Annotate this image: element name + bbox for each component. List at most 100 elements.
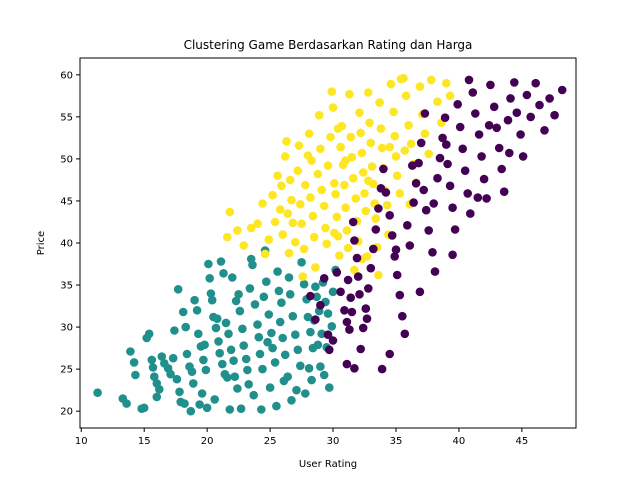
data-point xyxy=(328,287,338,297)
data-point xyxy=(450,225,460,234)
data-point xyxy=(489,102,499,112)
data-point xyxy=(433,173,442,183)
data-point xyxy=(236,404,246,414)
data-point xyxy=(249,390,258,400)
data-point xyxy=(264,310,274,319)
data-point xyxy=(404,121,413,130)
data-point xyxy=(204,259,213,269)
data-point xyxy=(304,129,314,138)
data-point xyxy=(294,141,304,150)
data-point xyxy=(147,355,157,365)
data-point xyxy=(424,226,434,235)
data-point xyxy=(205,274,214,283)
data-point xyxy=(342,317,352,327)
data-point xyxy=(328,103,338,112)
data-point xyxy=(201,365,211,375)
data-point xyxy=(464,75,474,85)
data-point xyxy=(126,347,135,356)
data-point xyxy=(200,340,209,350)
data-point xyxy=(356,344,366,354)
data-point xyxy=(358,168,368,177)
x-axis-label: User Rating xyxy=(299,459,357,470)
data-point xyxy=(341,203,350,212)
data-point xyxy=(275,205,285,214)
data-point xyxy=(267,328,276,338)
data-point xyxy=(307,156,316,165)
data-point xyxy=(186,406,196,416)
data-point xyxy=(280,350,290,360)
data-point xyxy=(371,214,381,223)
y-tick-label: 40 xyxy=(60,239,73,250)
data-point xyxy=(510,78,519,87)
data-point xyxy=(241,354,251,364)
y-tick-label: 55 xyxy=(60,112,73,123)
data-point xyxy=(157,352,167,361)
data-point xyxy=(253,219,262,228)
data-point xyxy=(280,152,290,161)
y-axis: 20 25 30 35 40 45 50 55 60 xyxy=(60,70,80,418)
data-point xyxy=(129,358,139,367)
data-point xyxy=(284,273,294,282)
data-point xyxy=(245,284,255,293)
data-point xyxy=(307,375,316,385)
data-point xyxy=(168,353,178,363)
data-point xyxy=(391,152,401,161)
data-point xyxy=(347,152,357,162)
data-point xyxy=(93,388,102,398)
data-point xyxy=(206,289,216,298)
data-point xyxy=(342,359,352,369)
data-point xyxy=(345,325,354,334)
data-point xyxy=(216,257,226,266)
data-point xyxy=(298,272,308,281)
data-point xyxy=(306,291,315,301)
data-point xyxy=(326,132,335,142)
data-point xyxy=(473,193,483,202)
data-point xyxy=(317,185,327,195)
data-point xyxy=(180,399,189,408)
data-point xyxy=(350,265,359,275)
data-point xyxy=(225,207,235,217)
data-point xyxy=(398,311,407,321)
data-point xyxy=(411,179,421,188)
y-tick-label: 50 xyxy=(60,154,73,165)
data-point xyxy=(512,108,522,117)
data-point xyxy=(259,292,269,302)
y-tick-label: 25 xyxy=(60,365,73,376)
data-point xyxy=(421,205,431,215)
data-point xyxy=(401,91,411,101)
data-point xyxy=(228,273,237,282)
data-point xyxy=(223,373,232,382)
data-point xyxy=(221,318,231,328)
data-point xyxy=(377,364,387,374)
y-tick-label: 45 xyxy=(60,196,73,207)
data-point xyxy=(273,267,282,276)
data-point xyxy=(262,277,271,287)
data-point xyxy=(497,164,507,174)
data-point xyxy=(385,142,395,152)
data-point xyxy=(341,156,350,165)
data-point xyxy=(273,171,282,180)
data-point xyxy=(335,251,344,260)
y-axis-label: Price xyxy=(36,231,47,255)
data-point xyxy=(285,290,295,299)
data-point xyxy=(312,292,322,302)
data-point xyxy=(150,372,159,382)
data-point xyxy=(443,159,452,169)
data-point xyxy=(277,181,286,191)
x-axis: 10 15 20 25 30 35 40 45 xyxy=(75,428,528,447)
data-point xyxy=(214,337,223,346)
data-point xyxy=(231,296,241,306)
data-point xyxy=(460,166,470,175)
data-point xyxy=(243,365,252,375)
data-point xyxy=(438,133,447,143)
data-point xyxy=(144,329,154,339)
data-point xyxy=(330,228,339,238)
data-point xyxy=(265,383,275,392)
data-point xyxy=(199,355,208,365)
data-point xyxy=(458,144,468,154)
data-point xyxy=(435,153,445,163)
x-tick-label: 25 xyxy=(264,436,277,447)
data-point xyxy=(445,91,455,101)
data-point xyxy=(322,239,332,249)
